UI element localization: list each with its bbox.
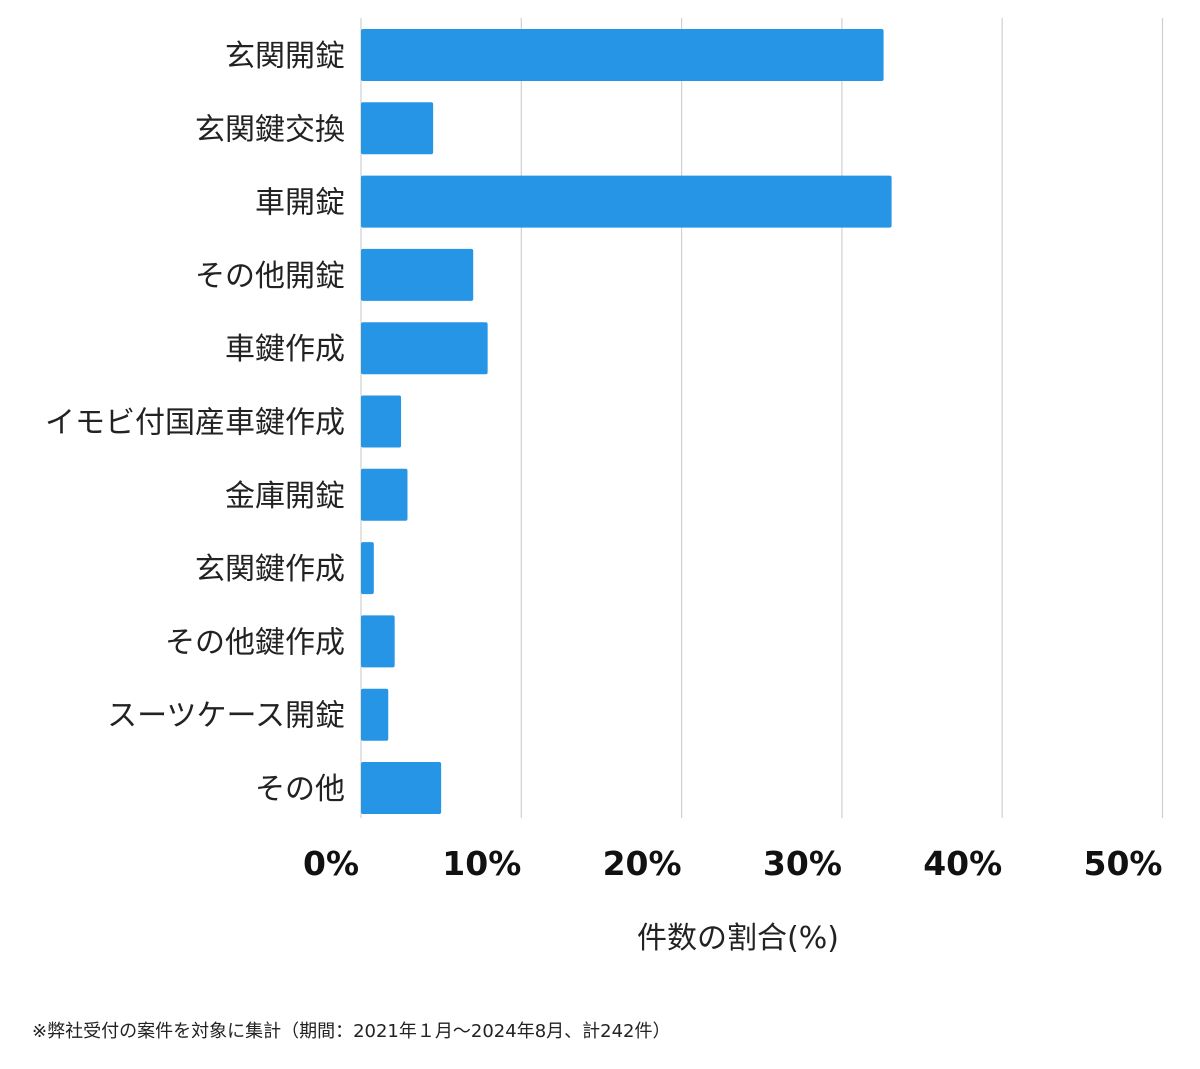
bars: [361, 29, 892, 814]
category-label: 玄関開錠: [225, 39, 345, 74]
bar: [361, 29, 884, 81]
category-label: イモビ付国産車鍵作成: [45, 406, 345, 441]
bar: [361, 102, 434, 155]
category-label: 金庫開錠: [225, 479, 345, 514]
category-label: その他鍵作成: [165, 625, 345, 660]
category-label: その他: [255, 772, 345, 807]
gridlines: [360, 18, 1164, 818]
category-label: 玄関鍵交換: [195, 112, 345, 147]
category-label: 車開錠: [255, 186, 345, 221]
category-label: 車鍵作成: [225, 332, 345, 367]
bar: [361, 395, 402, 448]
category-label: スーツケース開錠: [107, 699, 345, 734]
bar: [361, 688, 389, 741]
bar-chart: 玄関開錠玄関鍵交換車開錠その他開錠車鍵作成イモビ付国産車鍵作成金庫開錠玄関鍵作成…: [45, 18, 1164, 956]
x-axis-title: 件数の割合(%): [637, 921, 839, 956]
bar: [361, 615, 395, 668]
footnote: ※弊社受付の案件を対象に集計（期間：2021年１月〜2024年8月、計242件）: [32, 1021, 671, 1042]
x-tick-label: 30%: [763, 844, 842, 883]
category-label: その他開錠: [195, 259, 345, 294]
x-tick-label: 0%: [303, 844, 359, 883]
bar: [361, 468, 408, 521]
x-tick-label: 50%: [1084, 844, 1163, 883]
bar: [361, 762, 442, 814]
bar: [361, 542, 374, 595]
x-tick-label: 20%: [603, 844, 682, 883]
category-label: 玄関鍵作成: [195, 552, 345, 587]
x-tick-label: 10%: [442, 844, 521, 883]
category-labels: 玄関開錠玄関鍵交換車開錠その他開錠車鍵作成イモビ付国産車鍵作成金庫開錠玄関鍵作成…: [45, 39, 345, 807]
bar: [361, 175, 892, 228]
bar: [361, 322, 488, 375]
bar: [361, 248, 474, 301]
x-tick-label: 40%: [923, 844, 1002, 883]
x-tick-labels: 0% 10% 20% 30% 40% 50%: [303, 844, 1163, 883]
